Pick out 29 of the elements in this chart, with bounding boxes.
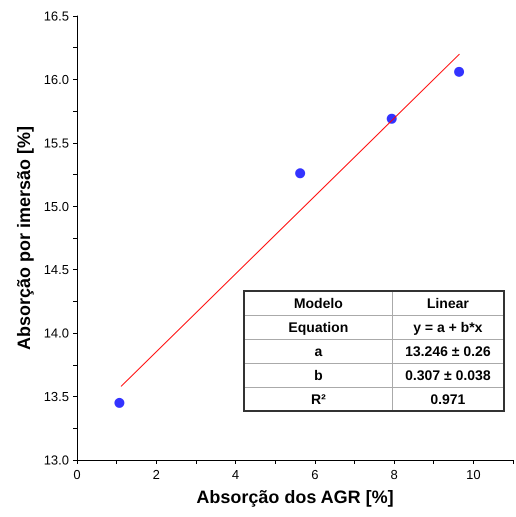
annotation: 0.307 ± 0.038 [392,363,504,387]
annotation: R² [244,387,392,411]
annotation: Equation [244,315,392,339]
y-tick-label: 16.0 [44,72,69,87]
x-tick-label: 8 [390,467,398,482]
x-tick-label: 2 [152,467,160,482]
y-tick-label: 14.5 [44,262,69,278]
y-tick-label: 13.0 [44,452,69,468]
point [114,398,124,408]
x-tick-label: 4 [232,467,240,482]
x-axis-title: Absorção dos AGR [%] [196,487,394,507]
x-tick-label: 10 [466,467,481,482]
point [454,66,464,77]
y-tick-label: 16.5 [44,8,69,24]
y-tick-label: 13.5 [44,389,69,404]
annotation: 0.971 [392,387,504,411]
y-axis-title: Absorção por imersão [%] [14,126,34,350]
annotation: a [244,339,392,363]
annotation: Linear [392,291,504,315]
annotation: Modelo [244,291,392,315]
annotation: b [244,363,392,387]
point [295,168,306,178]
x-tick-label: 0 [73,467,81,482]
y-tick-label: 15.0 [44,198,69,214]
y-tick-label: 14.0 [44,326,69,341]
annotation: 13.246 ± 0.26 [392,339,504,363]
annotation: y = a + b*x [392,315,504,339]
y-tick-label: 15.5 [44,135,69,150]
x-tick-label: 6 [311,467,318,482]
